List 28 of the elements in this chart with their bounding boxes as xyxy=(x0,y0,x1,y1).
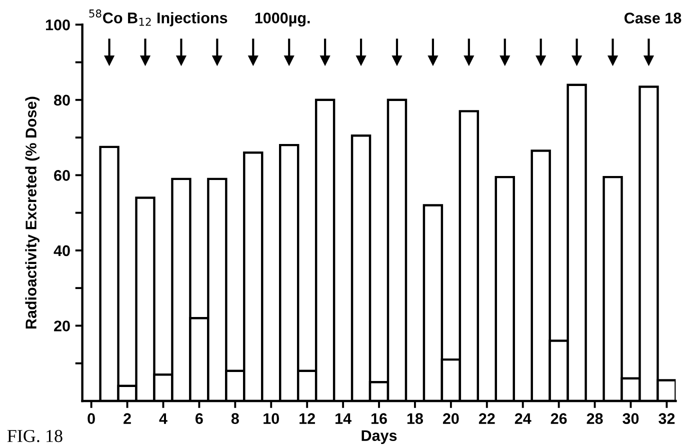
y-tick-label: 100 xyxy=(46,20,70,30)
x-tick-label: 20 xyxy=(442,413,459,424)
x-axis-title: Days xyxy=(362,430,397,444)
x-tick-label: 0 xyxy=(88,413,95,424)
annotation: $^{58}$Co B$_{12}$ Injections xyxy=(89,9,228,26)
y-tick-label: 20 xyxy=(54,320,70,332)
x-tick-label: 8 xyxy=(231,413,239,424)
x-tick-label: 14 xyxy=(336,413,352,424)
x-tick-label: 6 xyxy=(196,413,203,424)
x-tick-label: 32 xyxy=(658,413,675,424)
x-tick-label: 28 xyxy=(586,413,603,424)
y-tick-label: 60 xyxy=(54,170,70,181)
x-tick-label: 26 xyxy=(550,413,567,424)
x-tick-label: 4 xyxy=(159,413,168,424)
x-tick-label: 18 xyxy=(407,413,424,424)
caption: FIG. 18 xyxy=(7,430,62,442)
y-tick-label: 40 xyxy=(54,245,70,256)
y-tick-label: 80 xyxy=(54,94,70,106)
x-tick-label: 2 xyxy=(124,413,131,424)
x-tick-label: 12 xyxy=(300,413,315,424)
annotation: 1000µg. xyxy=(255,12,310,27)
x-tick-label: 10 xyxy=(264,413,279,424)
x-tick-label: 24 xyxy=(514,413,532,424)
x-tick-label: 30 xyxy=(622,413,639,424)
x-tick-label: 22 xyxy=(478,413,495,424)
x-tick-label: 16 xyxy=(371,413,387,424)
text: Case 18 xyxy=(624,12,682,24)
y-axis-title: Radioactivity Excreted (% Dose) xyxy=(25,96,40,329)
